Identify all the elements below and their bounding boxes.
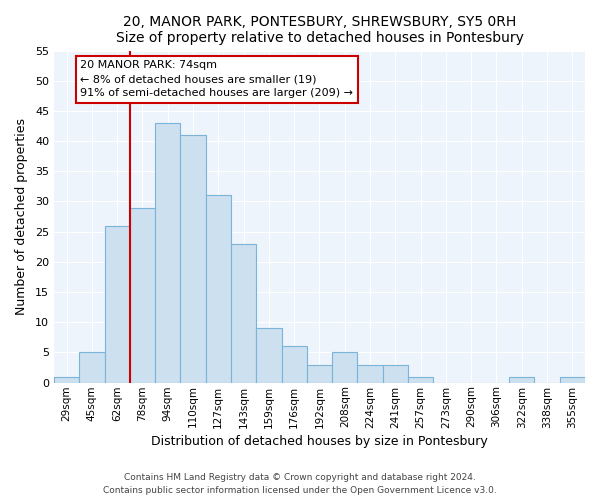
Bar [307,364,332,382]
Bar [408,376,433,382]
Bar [130,208,155,382]
X-axis label: Distribution of detached houses by size in Pontesbury: Distribution of detached houses by size … [151,434,488,448]
Bar [358,364,383,382]
Bar [560,376,585,382]
Y-axis label: Number of detached properties: Number of detached properties [15,118,28,315]
Bar [155,123,181,382]
Bar [54,376,79,382]
Bar [231,244,256,382]
Bar [383,364,408,382]
Bar [181,135,206,382]
Text: Contains HM Land Registry data © Crown copyright and database right 2024.
Contai: Contains HM Land Registry data © Crown c… [103,474,497,495]
Bar [509,376,535,382]
Bar [281,346,307,382]
Bar [79,352,104,382]
Bar [206,196,231,382]
Title: 20, MANOR PARK, PONTESBURY, SHREWSBURY, SY5 0RH
Size of property relative to det: 20, MANOR PARK, PONTESBURY, SHREWSBURY, … [116,15,523,45]
Bar [104,226,130,382]
Bar [332,352,358,382]
Text: 20 MANOR PARK: 74sqm
← 8% of detached houses are smaller (19)
91% of semi-detach: 20 MANOR PARK: 74sqm ← 8% of detached ho… [80,60,353,98]
Bar [256,328,281,382]
